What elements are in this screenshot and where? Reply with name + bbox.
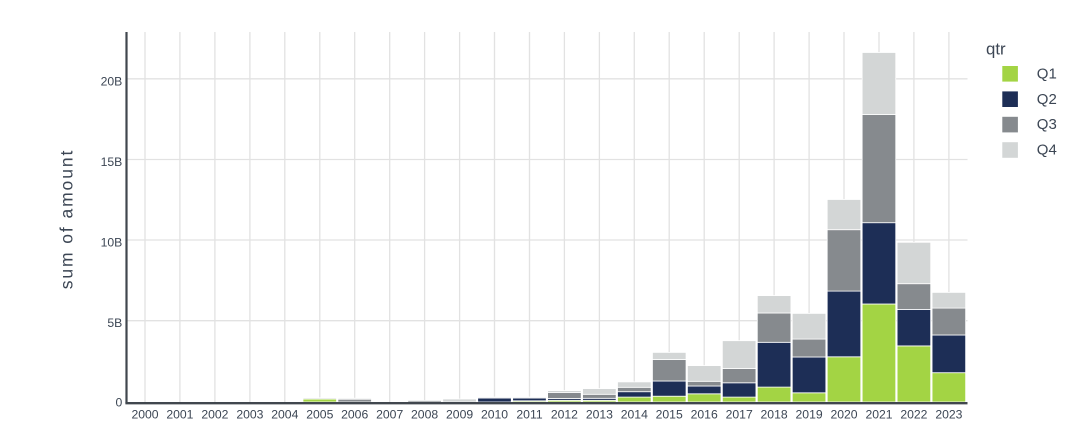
svg-text:qtr: qtr <box>986 40 1006 59</box>
svg-text:2011: 2011 <box>516 408 542 422</box>
svg-text:2006: 2006 <box>341 408 368 422</box>
svg-text:Q3: Q3 <box>1037 116 1057 133</box>
svg-text:2013: 2013 <box>586 408 613 422</box>
svg-text:2012: 2012 <box>551 408 578 422</box>
svg-text:2023: 2023 <box>935 408 962 422</box>
svg-text:2002: 2002 <box>201 408 228 422</box>
svg-text:0: 0 <box>116 395 123 409</box>
svg-text:2009: 2009 <box>446 408 473 422</box>
svg-text:2005: 2005 <box>306 408 333 422</box>
svg-text:2018: 2018 <box>761 408 788 422</box>
svg-text:2004: 2004 <box>271 408 298 422</box>
svg-text:10B: 10B <box>101 236 123 250</box>
svg-text:sum of amount: sum of amount <box>57 149 77 289</box>
svg-text:2007: 2007 <box>376 408 403 422</box>
svg-text:5B: 5B <box>107 316 122 330</box>
svg-text:Q2: Q2 <box>1037 91 1057 108</box>
svg-text:2016: 2016 <box>691 408 718 422</box>
svg-text:2003: 2003 <box>236 408 263 422</box>
svg-text:2000: 2000 <box>131 408 158 422</box>
svg-text:2021: 2021 <box>865 408 892 422</box>
svg-text:2010: 2010 <box>481 408 508 422</box>
svg-text:2020: 2020 <box>830 408 857 422</box>
svg-text:2022: 2022 <box>900 408 927 422</box>
svg-text:2008: 2008 <box>411 408 438 422</box>
svg-text:2017: 2017 <box>726 408 753 422</box>
svg-text:2019: 2019 <box>796 408 823 422</box>
svg-text:20B: 20B <box>101 75 123 89</box>
svg-text:2014: 2014 <box>621 408 648 422</box>
svg-text:Q1: Q1 <box>1037 65 1057 82</box>
svg-text:2015: 2015 <box>656 408 683 422</box>
svg-text:Q4: Q4 <box>1037 142 1057 159</box>
svg-text:2001: 2001 <box>166 408 193 422</box>
svg-text:15B: 15B <box>101 155 123 169</box>
